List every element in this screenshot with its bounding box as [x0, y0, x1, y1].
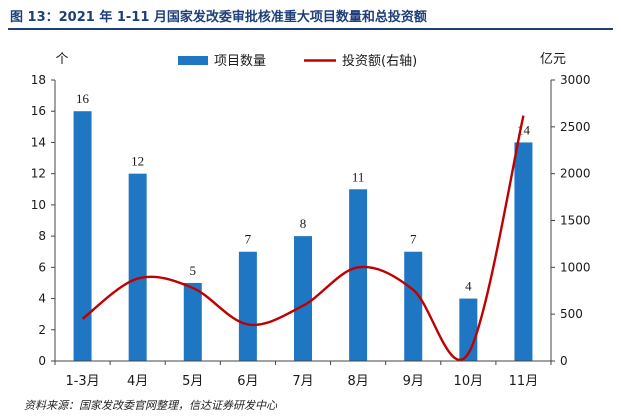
left-tick-label: 8: [38, 229, 46, 243]
bar: [514, 142, 533, 361]
investment-line: [81, 115, 525, 362]
line-series: [81, 115, 525, 362]
bar: [128, 173, 147, 361]
bar-value-label: 11: [352, 169, 365, 184]
x-tick-label: 9月: [403, 374, 424, 389]
x-tick-label: 4月: [127, 374, 148, 389]
axes: 0 2 4 6 8 10 12 14 16 18 0 500 1000 1500 2000 2500 3000 1…: [31, 52, 591, 389]
bar-value-label: 12: [131, 154, 144, 169]
x-tick-label: 11月: [509, 374, 539, 389]
x-tick-label: 5月: [182, 374, 203, 389]
left-axis-unit: 个: [55, 52, 68, 67]
bar-value-label: 8: [300, 216, 307, 231]
figure-title: 图 13：2021 年 1-11 月国家发改委审批核准重大项目数量和总投资额: [10, 10, 427, 25]
bar: [183, 282, 202, 361]
right-tick-label: 0: [560, 354, 568, 368]
bar: [404, 251, 423, 361]
legend: 项目数量 投资额(右轴): [178, 53, 417, 69]
right-tick-label: 1500: [560, 214, 591, 228]
left-tick-label: 18: [31, 73, 46, 87]
x-tick-label: 10月: [454, 374, 484, 389]
source-note: 资料来源：国家发改委官网整理，信达证券研发中心: [24, 399, 277, 412]
bar-value-label: 16: [76, 91, 90, 106]
legend-swatch-bar: [178, 56, 208, 65]
left-tick-label: 14: [31, 135, 46, 149]
bar-value-label: 7: [410, 232, 417, 247]
left-tick-label: 0: [38, 354, 46, 368]
bar-value-label: 7: [245, 232, 252, 247]
right-tick-label: 2000: [560, 167, 591, 181]
left-tick-label: 4: [38, 292, 46, 306]
bar: [294, 236, 312, 361]
bar: [73, 111, 92, 361]
bar: [238, 251, 257, 361]
left-tick-label: 2: [38, 323, 46, 337]
legend-label-bar: 项目数量: [214, 54, 266, 69]
right-tick-label: 3000: [560, 73, 591, 87]
legend-label-line: 投资额(右轴): [342, 53, 417, 69]
x-tick-label: 8月: [347, 374, 368, 389]
right-axis-unit: 亿元: [540, 52, 566, 67]
left-tick-label: 10: [31, 198, 46, 212]
right-tick-label: 500: [560, 307, 583, 321]
left-tick-label: 6: [38, 260, 46, 274]
bar-series: [73, 111, 533, 361]
left-tick-label: 12: [31, 167, 46, 181]
right-tick-label: 1000: [560, 260, 591, 274]
x-tick-label: 1-3月: [65, 374, 99, 389]
x-tick-label: 7月: [292, 374, 313, 389]
x-tick-label: 6月: [237, 374, 258, 389]
bar-value-label: 5: [190, 263, 197, 278]
right-tick-label: 2500: [560, 120, 591, 134]
left-tick-label: 16: [31, 104, 46, 118]
title-underline: [8, 28, 613, 30]
bar-value-label: 4: [465, 279, 472, 294]
bar: [349, 189, 368, 361]
